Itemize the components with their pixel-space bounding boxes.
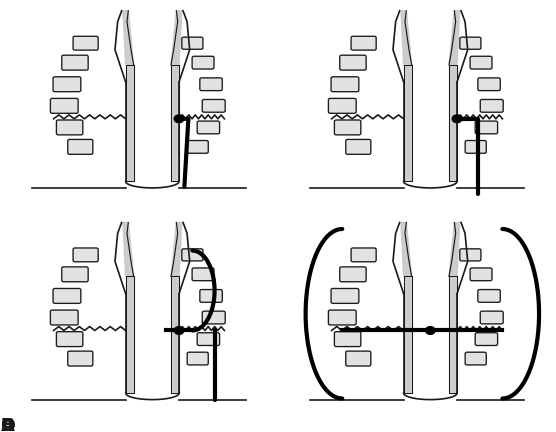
FancyBboxPatch shape — [73, 248, 98, 262]
FancyBboxPatch shape — [62, 55, 88, 70]
Polygon shape — [123, 11, 133, 65]
FancyBboxPatch shape — [351, 36, 376, 50]
FancyBboxPatch shape — [53, 289, 81, 303]
Polygon shape — [126, 276, 133, 393]
FancyBboxPatch shape — [475, 121, 498, 134]
FancyBboxPatch shape — [460, 37, 481, 49]
FancyBboxPatch shape — [331, 289, 359, 303]
Polygon shape — [404, 276, 411, 393]
FancyBboxPatch shape — [346, 140, 371, 154]
FancyBboxPatch shape — [346, 351, 371, 366]
Polygon shape — [171, 11, 182, 65]
Polygon shape — [171, 276, 179, 393]
FancyBboxPatch shape — [334, 332, 361, 346]
Circle shape — [452, 115, 462, 123]
FancyBboxPatch shape — [200, 78, 222, 91]
FancyBboxPatch shape — [187, 140, 208, 153]
FancyBboxPatch shape — [68, 351, 93, 366]
FancyBboxPatch shape — [478, 289, 500, 302]
Polygon shape — [171, 65, 179, 181]
FancyBboxPatch shape — [470, 268, 492, 281]
FancyBboxPatch shape — [56, 332, 83, 346]
FancyBboxPatch shape — [480, 311, 503, 324]
FancyBboxPatch shape — [56, 120, 83, 135]
Polygon shape — [449, 65, 457, 181]
FancyBboxPatch shape — [202, 99, 225, 112]
FancyBboxPatch shape — [351, 248, 376, 262]
FancyBboxPatch shape — [182, 37, 203, 49]
FancyBboxPatch shape — [334, 120, 361, 135]
FancyBboxPatch shape — [51, 310, 78, 325]
FancyBboxPatch shape — [460, 249, 481, 261]
FancyBboxPatch shape — [197, 333, 220, 346]
FancyBboxPatch shape — [187, 352, 208, 365]
Polygon shape — [449, 276, 457, 393]
Polygon shape — [171, 222, 182, 276]
Polygon shape — [126, 65, 133, 181]
Polygon shape — [449, 222, 460, 276]
FancyBboxPatch shape — [475, 333, 498, 346]
FancyBboxPatch shape — [202, 311, 225, 324]
FancyBboxPatch shape — [68, 140, 93, 154]
FancyBboxPatch shape — [62, 267, 88, 282]
FancyBboxPatch shape — [478, 78, 500, 91]
FancyBboxPatch shape — [470, 56, 492, 69]
FancyBboxPatch shape — [200, 289, 222, 302]
FancyBboxPatch shape — [480, 99, 503, 112]
Circle shape — [425, 327, 435, 334]
Text: D: D — [1, 417, 16, 432]
FancyBboxPatch shape — [329, 310, 356, 325]
FancyBboxPatch shape — [51, 98, 78, 113]
Text: A: A — [1, 417, 14, 432]
Circle shape — [174, 115, 184, 123]
FancyBboxPatch shape — [329, 98, 356, 113]
Polygon shape — [449, 11, 460, 65]
FancyBboxPatch shape — [465, 352, 486, 365]
FancyBboxPatch shape — [465, 140, 486, 153]
FancyBboxPatch shape — [197, 121, 220, 134]
Polygon shape — [123, 222, 133, 276]
Polygon shape — [401, 222, 411, 276]
Polygon shape — [404, 65, 411, 181]
FancyBboxPatch shape — [182, 249, 203, 261]
Circle shape — [174, 327, 184, 334]
FancyBboxPatch shape — [53, 77, 81, 92]
Polygon shape — [401, 11, 411, 65]
FancyBboxPatch shape — [192, 268, 214, 281]
FancyBboxPatch shape — [73, 36, 98, 50]
FancyBboxPatch shape — [340, 267, 366, 282]
Text: B: B — [1, 417, 14, 432]
FancyBboxPatch shape — [340, 55, 366, 70]
Text: C: C — [1, 417, 14, 432]
FancyBboxPatch shape — [331, 77, 359, 92]
FancyBboxPatch shape — [192, 56, 214, 69]
